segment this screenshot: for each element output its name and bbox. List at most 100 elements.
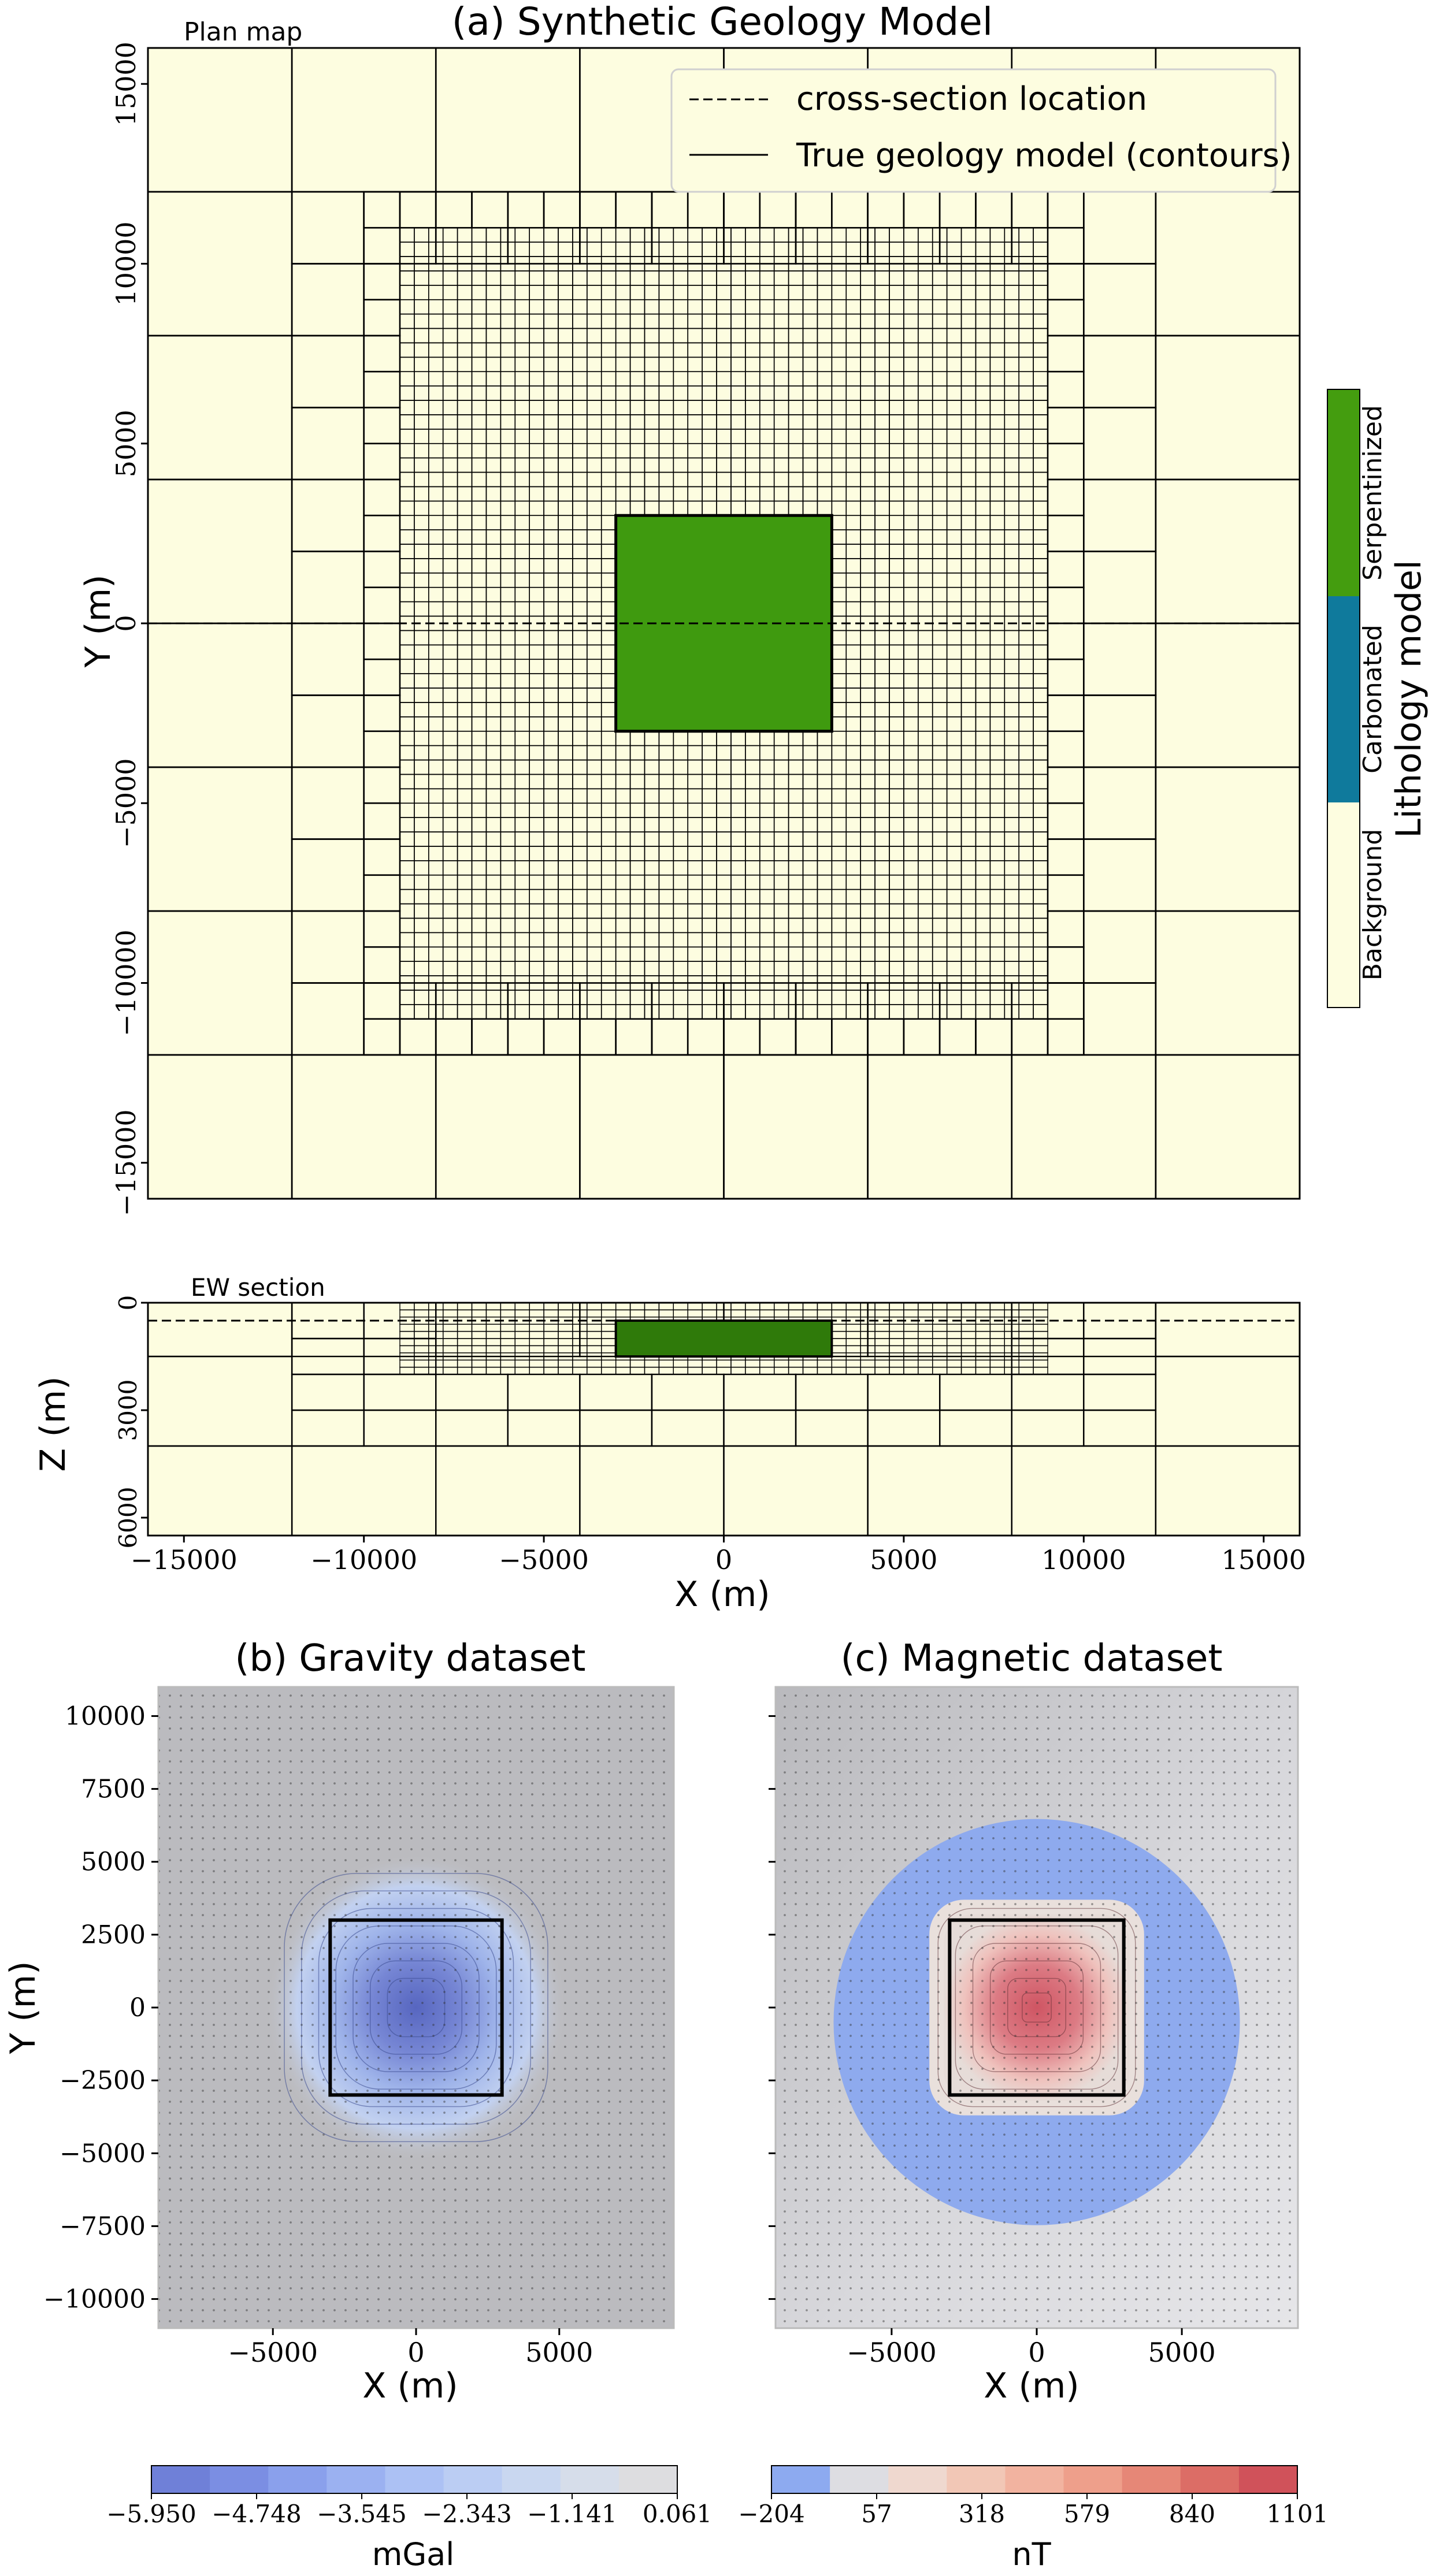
- colorbar-tick-label: −204: [738, 2500, 804, 2528]
- colorbar-segment: [385, 2466, 444, 2493]
- legend-box: [670, 68, 1277, 193]
- colorbar-tick-label: 579: [1064, 2500, 1110, 2528]
- colorbar-tick-label: 1101: [1267, 2500, 1329, 2528]
- lithology-colorbar-title: Lithology model: [1389, 560, 1429, 838]
- mesh-cell: [1033, 227, 1048, 243]
- plan-map-title: (a) Synthetic Geology Model: [452, 0, 993, 44]
- colorbar-segment: [151, 2466, 210, 2493]
- colorbar-segment: [560, 2466, 619, 2493]
- ytick-label: 0: [114, 1295, 142, 1311]
- lithology-class-carbonated: [1327, 596, 1360, 802]
- ytick-label: −2500: [60, 2066, 146, 2095]
- colorbar-segment: [1122, 2466, 1181, 2493]
- colorbar-tick-label: −5.950: [106, 2500, 196, 2528]
- colorbar-tick-label: 318: [959, 2500, 1005, 2528]
- xtick-label: −5000: [499, 1544, 589, 1575]
- colorbar-frame: [151, 2465, 678, 2494]
- xtick-label: 0: [1028, 2337, 1045, 2368]
- magnetic-colorbar: −204 57 318 579 840 1101: [738, 2465, 1329, 2528]
- ytick-label: 10000: [65, 1701, 146, 1731]
- magnetic-title: (c) Magnetic dataset: [841, 1637, 1223, 1680]
- legend-label-cross-section: cross-section location: [796, 80, 1147, 118]
- xtick-label: 0: [715, 1544, 732, 1575]
- colorbar-tick-label: −4.748: [212, 2500, 301, 2528]
- xtick-label: 15000: [1222, 1544, 1306, 1575]
- ytick-label: −10000: [43, 2285, 146, 2314]
- magnetic-xlabel: X (m): [984, 2366, 1079, 2406]
- ytick-label: 10000: [110, 221, 142, 306]
- ytick-label: 5000: [110, 410, 142, 477]
- colorbar-tick-label: 57: [861, 2500, 892, 2528]
- colorbar-segment: [502, 2466, 561, 2493]
- legend-label-true-geology: True geology model (contours): [796, 137, 1292, 174]
- ytick-label: 7500: [81, 1775, 146, 1804]
- gravity-title: (b) Gravity dataset: [235, 1637, 586, 1680]
- plan-map-ylabel: Y (m): [78, 575, 118, 668]
- ytick-label: 5000: [81, 1848, 146, 1877]
- colorbar-segment: [618, 2466, 678, 2493]
- mesh-cell: [1033, 1303, 1048, 1311]
- magnetic-stations: [776, 1687, 1298, 2328]
- ew-section-xlabel: X (m): [674, 1574, 770, 1615]
- xtick-label: 0: [407, 2337, 424, 2368]
- ew-section-panel: −15000 −10000 −5000 0 5000 10000 15000 0 3000 600…: [33, 1273, 1306, 1615]
- colorbar-segment: [1005, 2466, 1064, 2493]
- colorbar-tick-label: −3.545: [317, 2500, 406, 2528]
- colorbar-segment: [771, 2466, 830, 2493]
- ew-section-ticks: −15000 −10000 −5000 0 5000 10000 15000 0 3000 600…: [114, 1295, 1306, 1575]
- gravity-ticks: −5000 0 5000 10000 7500 5000 2500 0 −2500 −5000 −7…: [43, 1701, 593, 2368]
- magnetic-ticks: −5000 0 5000: [769, 1715, 1216, 2368]
- xtick-label: −10000: [310, 1544, 417, 1575]
- lithology-colorbar-frame: [1327, 389, 1360, 1008]
- lithology-colorbar: Background Carbonated Serpentinized Lith…: [1327, 389, 1429, 1008]
- xtick-label: −5000: [228, 2337, 318, 2368]
- colorbar-segment: [443, 2466, 503, 2493]
- lithology-label-background: Background: [1358, 829, 1388, 981]
- gravity-body-outline: [328, 1918, 504, 2097]
- colorbar-segment: [888, 2466, 947, 2493]
- colorbar-segment: [1238, 2466, 1298, 2493]
- gravity-panel: −5000 0 5000 10000 7500 5000 2500 0 −2500 −5000 −7…: [3, 1637, 675, 2406]
- ytick-label: 15000: [110, 42, 142, 126]
- ytick-label: 2500: [81, 1920, 146, 1950]
- magnetic-panel: −5000 0 5000 (c) Magnetic dataset X (m): [769, 1637, 1299, 2406]
- colorbar-segment: [210, 2466, 269, 2493]
- xtick-label: 5000: [525, 2337, 593, 2368]
- gravity-xlabel: X (m): [362, 2366, 458, 2406]
- ytick-label: 0: [129, 1993, 146, 2023]
- gravity-colorbar: −5.950 −4.748 −3.545 −2.343 −1.141 0.061: [106, 2465, 712, 2528]
- ew-section-ylabel: Z (m): [33, 1376, 73, 1471]
- plan-map-yticks: −15000 −10000 −5000 0 5000 10000 15000: [110, 42, 148, 1216]
- colorbar-segment: [268, 2466, 327, 2493]
- colorbar-segment: [947, 2466, 1006, 2493]
- colorbar-tick-label: −2.343: [422, 2500, 511, 2528]
- lithology-class-background: [1327, 802, 1360, 1008]
- xtick-label: −15000: [131, 1544, 238, 1575]
- plan-map-corner-label: Plan map: [184, 17, 302, 47]
- lithology-label-serpentinized: Serpentinized: [1358, 405, 1388, 581]
- ew-section-corner-label: EW section: [191, 1273, 325, 1302]
- magnetic-colorbar-unit: nT: [1012, 2536, 1051, 2573]
- colorbar-segment: [1063, 2466, 1123, 2493]
- ytick-label: 3000: [114, 1380, 142, 1441]
- ytick-label: −5000: [110, 758, 142, 848]
- lithology-class-serpentinized: [1327, 389, 1360, 596]
- colorbar-tick-label: 840: [1169, 2500, 1215, 2528]
- ew-section-body: [614, 1319, 833, 1358]
- xtick-label: 10000: [1041, 1544, 1126, 1575]
- gravity-colorbar-unit: mGal: [372, 2536, 455, 2573]
- ytick-label: −5000: [60, 2139, 146, 2168]
- ytick-label: −10000: [110, 930, 142, 1036]
- magnetic-body-outline: [948, 1918, 1126, 2097]
- colorbar-frame: [771, 2465, 1298, 2494]
- ytick-label: 0: [110, 615, 142, 631]
- colorbar-tick-label: −1.141: [527, 2500, 617, 2528]
- plan-map-legend: cross-section location True geology mode…: [670, 68, 1292, 193]
- xtick-label: 5000: [870, 1544, 937, 1575]
- ytick-label: −7500: [60, 2211, 146, 2241]
- ytick-label: −15000: [110, 1109, 142, 1216]
- xtick-label: −5000: [847, 2337, 937, 2368]
- colorbar-segment: [327, 2466, 385, 2493]
- colorbar-tick-label: 0.061: [643, 2500, 712, 2528]
- gravity-ylabel: Y (m): [3, 1961, 43, 2055]
